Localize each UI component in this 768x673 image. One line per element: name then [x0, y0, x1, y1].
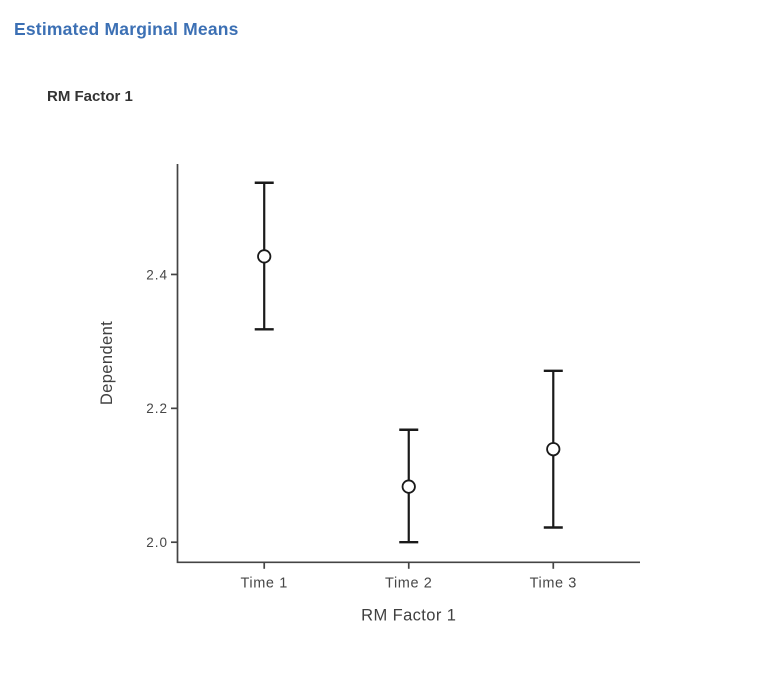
axis-lines: [176, 164, 640, 564]
x-tick-label: Time 3: [530, 576, 577, 592]
y-tick-label: 2.0: [146, 535, 168, 550]
errorbar-point-group: [399, 428, 419, 544]
errorbar-point-group: [543, 369, 563, 529]
x-axis-title: RM Factor 1: [361, 607, 456, 625]
mean-point: [546, 442, 561, 457]
y-axis-title: Dependent: [98, 321, 116, 405]
errorbar-point-group: [254, 181, 274, 331]
mean-point: [401, 479, 416, 494]
x-tick-label: Time 1: [241, 576, 288, 592]
mean-point: [257, 249, 272, 264]
plot-title[interactable]: RM Factor 1: [47, 88, 133, 105]
results-section-title[interactable]: Estimated Marginal Means: [14, 19, 239, 39]
y-tick-label: 2.4: [146, 267, 168, 282]
x-tick-label: Time 2: [385, 576, 432, 592]
y-tick-label: 2.2: [146, 401, 168, 416]
